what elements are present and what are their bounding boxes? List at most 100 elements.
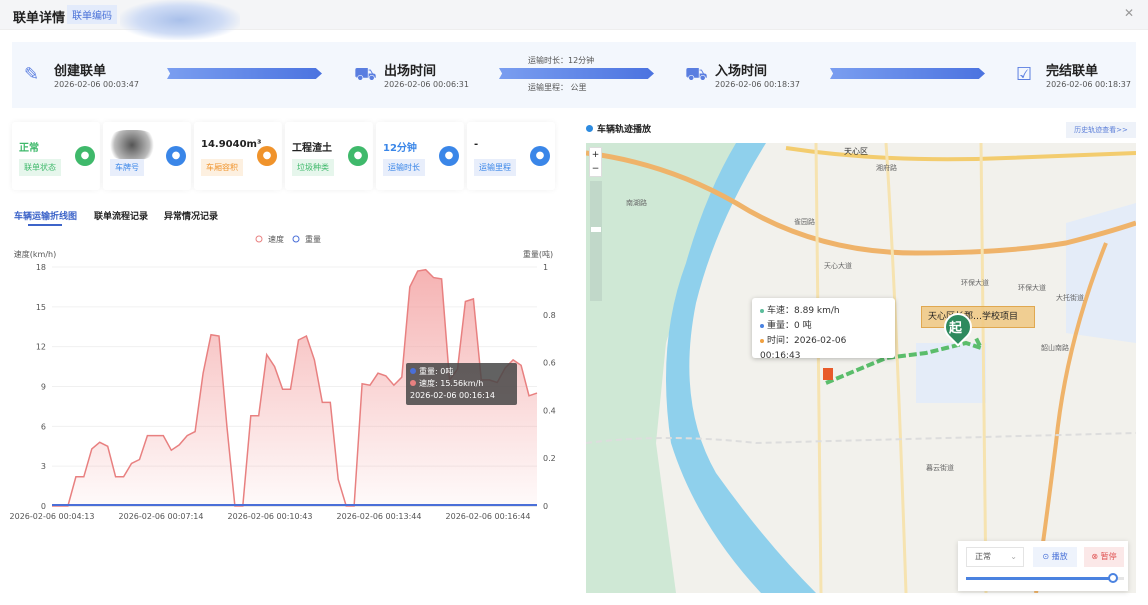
zoom-in-button[interactable]: + xyxy=(591,150,600,160)
stat-value: - xyxy=(474,139,479,150)
active-tab-indicator xyxy=(28,224,62,226)
y-left-tick-label: 6 xyxy=(41,422,46,431)
legend-weight-marker xyxy=(292,235,300,243)
stat-label: 垃圾种类 xyxy=(292,159,334,176)
map-label: 大托街道 xyxy=(1056,294,1084,302)
map-label: 环保大道 xyxy=(961,279,989,287)
speed-select-value: 正常 xyxy=(975,552,991,561)
stat-card: 车牌号 ● xyxy=(103,122,191,190)
y-right-tick-label: 1 xyxy=(543,263,548,272)
gauge-icon: ● xyxy=(530,146,550,166)
stat-value: 正常 xyxy=(19,143,39,154)
playback-controls: 正常 ⌄ ⊙ 播放 ⊗ 暂停 xyxy=(958,541,1128,591)
stat-label: 运输时长 xyxy=(383,159,425,176)
step-name: 创建联单 xyxy=(54,64,107,79)
step-arrow xyxy=(499,68,654,79)
play-icon: ⊙ xyxy=(1042,552,1052,561)
pause-label: 暂停 xyxy=(1100,552,1117,561)
map-panel-title: 车辆轨迹播放 xyxy=(586,122,651,135)
playback-progress-slider[interactable] xyxy=(966,573,1124,583)
header: 联单详情 联单编码 ✕ xyxy=(0,0,1148,40)
zoom-slider[interactable] xyxy=(590,181,602,301)
legend-weight-label: 重量 xyxy=(305,234,321,244)
y-left-tick-label: 3 xyxy=(41,462,46,471)
chart-tooltip: 重量: 0吨 速度: 15.56km/h 2026-02-06 00:16:14 xyxy=(406,363,517,405)
tab-flow-records[interactable]: 联单流程记录 xyxy=(94,212,149,222)
stat-label: 车厢容积 xyxy=(201,159,243,176)
y-right-tick-label: 0.4 xyxy=(543,406,556,415)
y-right-tick-label: 0.2 xyxy=(543,454,556,463)
legend-speed-label: 速度 xyxy=(268,234,284,244)
order-code-badge: 联单编码 xyxy=(67,5,117,24)
step-time: 2026-02-06 00:03:47 xyxy=(54,80,139,89)
tab-exception-records[interactable]: 异常情况记录 xyxy=(164,212,219,222)
truck-clock-icon: ⛟ xyxy=(354,64,377,85)
stat-label: 车牌号 xyxy=(110,159,144,176)
playback-speed-select[interactable]: 正常 ⌄ xyxy=(966,547,1024,567)
y-right-tick-label: 0 xyxy=(543,502,548,511)
stat-label: 联单状态 xyxy=(19,159,61,176)
map-label: 南湖路 xyxy=(626,199,647,207)
truck-icon: ● xyxy=(166,146,186,166)
x-tick-label: 2026-02-06 00:13:44 xyxy=(337,512,422,521)
legend-speed-marker xyxy=(255,235,263,243)
map-label: 暮云街道 xyxy=(926,464,954,472)
y-left-tick-label: 12 xyxy=(36,343,46,352)
map-base xyxy=(586,143,1136,593)
play-label: 播放 xyxy=(1051,552,1068,561)
transit-duration: 运输时长：12分钟 xyxy=(528,56,595,65)
x-tick-label: 2026-02-06 00:10:43 xyxy=(228,512,313,521)
pause-button[interactable]: ⊗ 暂停 xyxy=(1084,547,1124,567)
pause-icon: ⊗ xyxy=(1091,552,1101,561)
y-left-tick-label: 15 xyxy=(36,303,46,312)
stat-card: 12分钟运输时长 ● xyxy=(376,122,464,190)
edit-document-icon: ✎ xyxy=(24,64,40,85)
x-tick-label: 2026-02-06 00:16:44 xyxy=(446,512,531,521)
x-tick-label: 2026-02-06 00:04:13 xyxy=(10,512,95,521)
y-right-tick-label: 0.8 xyxy=(543,311,556,320)
vehicle-marker-icon xyxy=(823,368,833,380)
slider-handle[interactable] xyxy=(1107,573,1118,583)
history-track-button[interactable]: 历史轨迹查看>> xyxy=(1066,122,1136,138)
step-name: 完结联单 xyxy=(1046,64,1099,79)
step-time: 2026-02-06 00:18:37 xyxy=(1046,80,1131,89)
stat-value: 12分钟 xyxy=(383,143,417,154)
track-map[interactable]: + − 天心区 雀园路 环保大道 环保大道 天心大道 大托街道 暮云街道 韶山南路… xyxy=(586,143,1136,593)
map-tooltip-weight: 重量：0 吨 xyxy=(767,321,812,331)
step-time: 2026-02-06 00:18:37 xyxy=(715,80,800,89)
y-right-axis-label: 重量(吨) xyxy=(523,249,553,259)
stat-card: - 运输里程 ● xyxy=(467,122,555,190)
step-arrow xyxy=(830,68,985,79)
box-icon: ● xyxy=(257,146,277,166)
zoom-out-button[interactable]: − xyxy=(591,164,600,174)
mountain-icon: ● xyxy=(348,146,368,166)
y-left-tick-label: 9 xyxy=(41,383,46,392)
play-button[interactable]: ⊙ 播放 xyxy=(1033,547,1077,567)
clock-icon: ● xyxy=(439,146,459,166)
check-circle-icon: ● xyxy=(75,146,95,166)
tab-transport-chart[interactable]: 车辆运输折线图 xyxy=(14,212,78,222)
map-tooltip-speed: 车速：8.89 km/h xyxy=(767,306,840,316)
y-right-tick-label: 0.6 xyxy=(543,359,556,368)
transit-distance: 运输里程： 公里 xyxy=(528,83,587,92)
y-left-axis-label: 速度(km/h) xyxy=(14,249,56,259)
tooltip-weight: 重量: 0吨 xyxy=(419,367,454,376)
stat-card: 14.9040m³ 车厢容积 ● xyxy=(194,122,282,190)
stat-value: 14.9040m³ xyxy=(201,139,262,150)
transport-line-chart: 0 3 6 9 12 15 18 0 0.2 0.4 0.6 0.8 1 速度(km/h) 重量(吨) 202… xyxy=(10,234,556,521)
progress-steps: ✎ 创建联单 2026-02-06 00:03:47 ⛟ 出场时间 2026-02-06… xyxy=(12,42,1136,108)
y-left-tick-label: 18 xyxy=(36,263,46,272)
start-marker-text: 起 xyxy=(949,321,963,336)
step-name: 出场时间 xyxy=(384,64,437,79)
map-label: 天心大道 xyxy=(824,262,852,270)
project-label: 天心区长郡…学校项目 xyxy=(921,306,1035,328)
step-time: 2026-02-06 00:06:31 xyxy=(384,80,469,89)
x-tick-label: 2026-02-06 00:07:14 xyxy=(119,512,204,521)
map-label: 天心区 xyxy=(844,147,868,156)
map-label: 韶山南路 xyxy=(1041,344,1069,352)
zoom-control[interactable]: + − xyxy=(589,147,602,177)
page-title: 联单详情 xyxy=(13,11,66,26)
stat-label: 运输里程 xyxy=(474,159,516,176)
close-icon[interactable]: ✕ xyxy=(1123,6,1134,20)
chevron-down-icon: ⌄ xyxy=(1010,552,1017,561)
